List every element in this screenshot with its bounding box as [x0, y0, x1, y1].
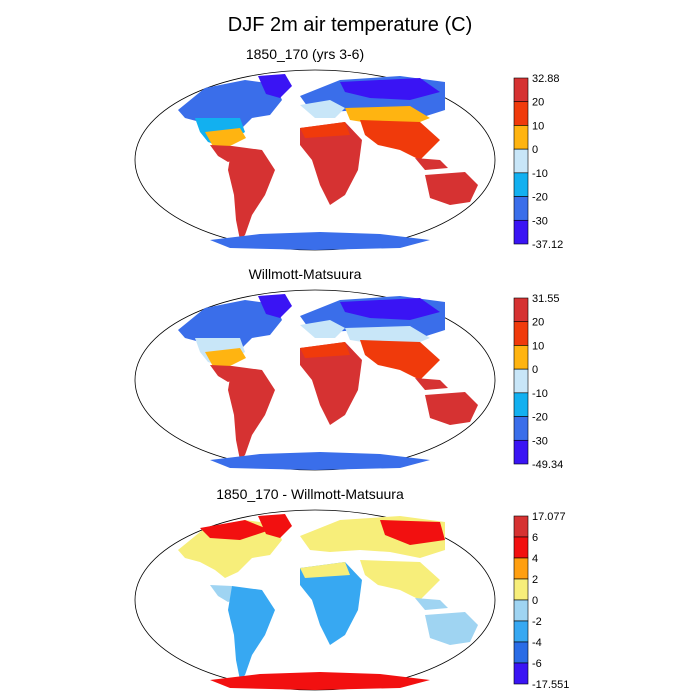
colorbar-3-label: 17.077	[532, 511, 566, 523]
map-2-south-america	[228, 366, 275, 460]
colorbar-1-swatch	[513, 172, 529, 197]
colorbar-3-swatch	[513, 620, 529, 643]
colorbar-2-label: 10	[532, 340, 544, 352]
map-3-north-america-warm	[200, 520, 270, 540]
colorbar-1-label: 0	[532, 144, 538, 156]
colorbar-1-label: -20	[532, 192, 548, 204]
colorbar-2-label: 20	[532, 317, 544, 329]
map-2-south-asia	[360, 340, 440, 380]
colorbar-1-label: 20	[532, 97, 544, 109]
colorbar-3-label: -6	[532, 658, 542, 670]
colorbar-2-swatch	[513, 321, 529, 346]
colorbar-1-label: -37.12	[532, 239, 563, 251]
colorbar-1-swatch	[513, 219, 529, 245]
map-1-south-america	[228, 146, 275, 240]
colorbar-2-swatch	[513, 439, 529, 465]
colorbar-3-swatch	[513, 578, 529, 601]
colorbar-1-swatch	[513, 77, 529, 103]
colorbar-3-label: 4	[532, 553, 538, 565]
colorbar-3-label: 0	[532, 595, 538, 607]
colorbar-2-swatch	[513, 368, 529, 394]
map-2-eurasia-cold	[340, 298, 440, 320]
map-1-antarctica	[210, 232, 430, 250]
colorbar-2-swatch	[513, 416, 529, 441]
map-3-australia	[425, 612, 478, 645]
colorbar-2-label: -30	[532, 435, 548, 447]
colorbar-1-label: 32.88	[532, 73, 560, 85]
colorbar-2-swatch	[513, 392, 529, 417]
map-3-antarctica	[210, 672, 430, 690]
colorbar-3-label: -17.551	[532, 679, 569, 691]
colorbar-3-label: -2	[532, 616, 542, 628]
colorbar-1-label: -10	[532, 168, 548, 180]
colorbar-3-label: -4	[532, 637, 542, 649]
map-2-europe	[300, 320, 345, 338]
map-1-group	[134, 69, 496, 251]
figure-title: DJF 2m air temperature (C)	[227, 14, 473, 36]
colorbar-2-label: -10	[532, 388, 548, 400]
colorbar-2-label: 31.55	[532, 293, 560, 305]
map-2-north-africa	[300, 342, 350, 358]
map-1-africa	[300, 122, 362, 205]
map-2-antarctica	[210, 452, 430, 470]
panel-1-title: 1850_170 (yrs 3-6)	[245, 46, 365, 62]
colorbar-1-swatch	[513, 125, 529, 150]
colorbar-3-label: 6	[532, 532, 538, 544]
panel-3-title: 1850_170 - Willmott-Matsuura	[216, 486, 404, 502]
colorbar-1-swatch	[513, 148, 529, 174]
colorbar-3-swatch	[513, 662, 529, 685]
colorbar-2-label: -49.34	[532, 459, 563, 471]
map-1-australia	[425, 172, 478, 205]
map-1-greenland	[258, 74, 292, 98]
map-1-europe	[300, 100, 345, 118]
map-1-indonesia	[415, 158, 448, 170]
colorbar-3-label: 2	[532, 574, 538, 586]
colorbar-3-swatch	[513, 557, 529, 580]
map-3-group	[134, 509, 496, 691]
map-1-north-america-mid	[205, 128, 246, 150]
colorbar-2-swatch	[513, 345, 529, 370]
map-2-indonesia	[415, 378, 448, 390]
panel-2-title: Willmott-Matsuura	[248, 266, 362, 282]
colorbar-1-label: -30	[532, 215, 548, 227]
map-2-africa	[300, 342, 362, 425]
map-3-indonesia	[415, 598, 448, 610]
colorbar-3-swatch	[513, 515, 529, 538]
map-2-greenland	[258, 294, 292, 318]
colorbar-3-swatch	[513, 599, 529, 622]
map-3-south-america	[228, 586, 275, 680]
map-3-africa	[300, 562, 362, 645]
colorbar-1-label: 10	[532, 120, 544, 132]
map-2-group	[134, 289, 496, 471]
colorbar-1-swatch	[513, 196, 529, 221]
map-2-australia	[425, 392, 478, 425]
map-3-greenland	[258, 514, 292, 538]
map-3-north-africa	[300, 562, 350, 578]
map-1-north-africa	[300, 122, 350, 138]
map-1-south-asia	[360, 120, 440, 160]
map-1-eurasia-cold	[340, 78, 440, 100]
map-3-eurasia-warm	[380, 520, 445, 545]
map-3-south-asia	[360, 560, 440, 600]
colorbar-2-swatch	[513, 297, 529, 323]
colorbar-1-swatch	[513, 101, 529, 126]
colorbar-2-label: -20	[532, 412, 548, 424]
map-2-north-america-mid	[205, 348, 246, 370]
colorbar-2-label: 0	[532, 364, 538, 376]
colorbar-3-swatch	[513, 641, 529, 664]
colorbar-3-swatch	[513, 536, 529, 559]
